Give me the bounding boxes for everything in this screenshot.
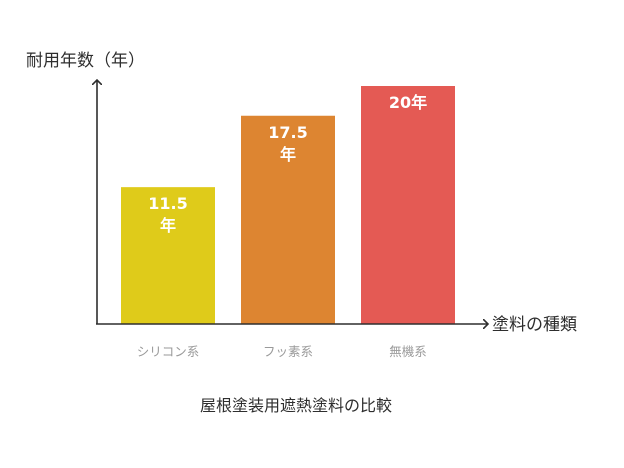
x-axis-label: 塗料の種類: [492, 314, 577, 335]
bar-silicone: [121, 187, 215, 324]
bar-inorganic: [361, 86, 455, 324]
category-labels: シリコン系 フッ素系 無機系: [137, 344, 427, 359]
category-label-inorganic: 無機系: [389, 344, 427, 359]
bar-value-label-silicone: 11.5: [148, 194, 187, 213]
chart-title: 屋根塗装用遮熱塗料の比較: [200, 396, 392, 415]
y-axis-label: 耐用年数（年）: [26, 51, 145, 71]
category-label-silicone: シリコン系: [137, 344, 200, 359]
category-label-fluorine: フッ素系: [263, 344, 313, 359]
bars-group: 11.5 年 17.5 年 20年: [121, 86, 455, 324]
bar-value-label-inorganic: 20年: [389, 93, 427, 112]
bar-fluorine: [241, 115, 335, 324]
bar-value-label-fluorine: 年: [280, 145, 296, 164]
bar-value-label-fluorine: 17.5: [268, 123, 307, 142]
bar-value-label-silicone: 年: [160, 216, 176, 235]
